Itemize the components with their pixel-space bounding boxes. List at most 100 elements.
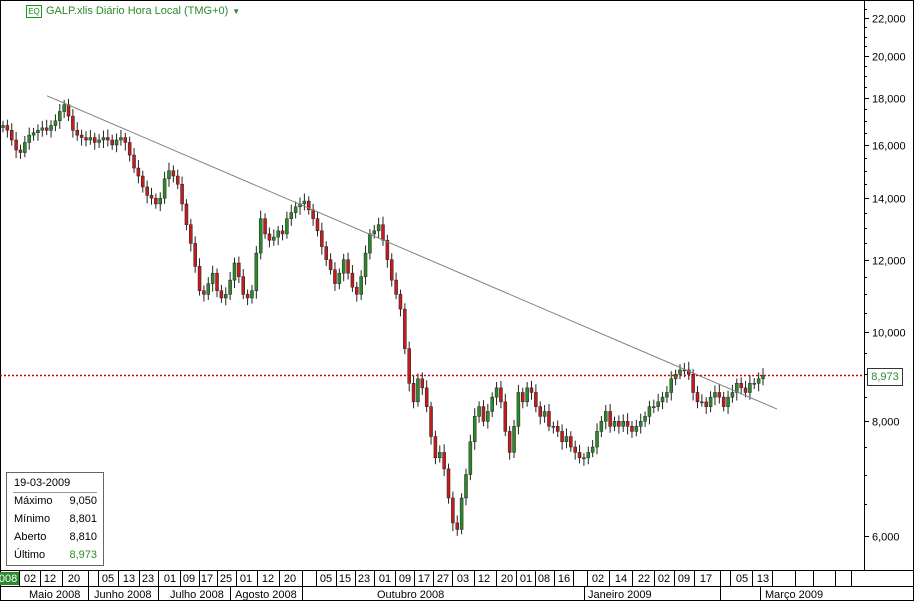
candle-body [394,279,398,295]
candle-body [337,272,342,284]
candle-body [302,200,307,205]
candle-body [350,272,355,288]
candle-body [499,387,503,403]
candle-body [743,387,748,393]
candle-body [494,387,499,398]
candle-body [324,246,328,260]
info-label: Mínimo [14,513,51,525]
candle-body [403,308,407,349]
x-day-label: 02 [658,573,670,585]
candle-body [407,348,411,384]
candle-body [49,125,53,131]
y-tick-label: 16,000 [872,141,906,153]
x-day-label: 01 [164,573,176,585]
candle-body [346,259,350,274]
candle-body [9,130,14,141]
triangle-down-icon[interactable]: ▼ [232,6,241,16]
candle-body [315,218,320,232]
candle-body [538,406,542,417]
candle-body [555,426,560,432]
candle-body [219,290,224,299]
ohlc-info-box: 19-03-2009 Máximo 9,050 Mínimo 8,801 Abe… [6,472,104,566]
x-month-label: Março 2009 [765,589,823,601]
candle-body [175,175,180,185]
x-day-label: 20 [501,573,513,585]
info-row-min: Mínimo 8,801 [14,513,97,527]
candle-body [756,378,761,384]
last-price-label: 8,973 [867,368,903,386]
candle-body [23,142,27,153]
candle-body [333,269,337,284]
candle-body [110,139,114,146]
candle-body [446,468,451,499]
candle-body [595,431,599,448]
x-day-label: 17 [201,573,213,585]
x-day-label: 03 [457,573,469,585]
x-day-label: 08 [538,573,550,585]
candle-body [459,497,464,530]
instrument-selector[interactable]: EQ GALP.xlis Diário Hora Local (TMG+0) ▼ [26,3,240,19]
y-tick-label: 6,000 [872,532,900,544]
candle-body [75,130,80,136]
candle-body [197,266,202,291]
y-tick-label: 14,000 [872,194,906,206]
candle-body [560,431,564,443]
candle-body [145,186,149,196]
candle-body [136,167,141,177]
candle-body [359,276,363,295]
candle-body [84,137,88,141]
candle-body [638,421,643,427]
chart-title: GALP.xlis Diário Hora Local (TMG+0) [46,5,229,17]
x-month-label: Janeiro 2009 [588,589,652,601]
candle-body [71,115,75,131]
x-month-label: Outubro 2008 [377,589,444,601]
candle-body [202,290,206,295]
candle-body [372,230,377,235]
x-day-label: 01 [240,573,252,585]
candle-body [704,401,708,407]
candle-body [127,142,132,156]
candle-body [193,243,197,267]
candle-body [477,406,481,417]
candle-body [141,175,145,188]
candle-body [5,125,10,131]
candle-body [385,239,390,260]
x-day-label: 09 [678,573,690,585]
candle-body [272,236,276,241]
x-month-label: Agosto 2008 [235,589,297,601]
candle-body [582,457,586,460]
info-label: Máximo [14,495,53,507]
candle-body [708,396,713,407]
candle-body [468,441,473,475]
x-day-label: 13 [757,573,769,585]
candle-body [18,149,23,153]
candle-body [31,132,36,136]
candle-body [433,436,438,459]
x-day-label: 20 [68,573,80,585]
y-tick-label: 18,000 [872,94,906,106]
candle-body [189,224,193,244]
candle-body [490,396,494,412]
candle-body [237,262,241,277]
info-divider [13,492,97,493]
candle-body [739,383,743,389]
candle-body [586,452,591,459]
x-day-label: 13 [123,573,135,585]
candle-body [114,139,119,146]
candle-body [534,392,538,407]
candle-body [673,374,678,380]
x-day-label: 02 [592,573,604,585]
candle-body [276,230,280,238]
x-day-label: 17 [418,573,430,585]
candle-body [529,387,534,393]
candle-body [438,452,442,459]
candle-body [311,209,315,219]
candle-body [472,416,477,443]
x-day-label: 14 [615,573,627,585]
x-month-label: Julho 2008 [170,589,224,601]
candle-body [700,401,704,404]
x-day-label: 01 [520,573,532,585]
